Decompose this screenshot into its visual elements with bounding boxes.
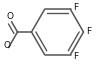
- Text: F: F: [86, 27, 91, 36]
- Text: O: O: [4, 41, 11, 50]
- Text: F: F: [73, 51, 78, 61]
- Text: F: F: [73, 3, 78, 12]
- Text: O: O: [7, 12, 14, 21]
